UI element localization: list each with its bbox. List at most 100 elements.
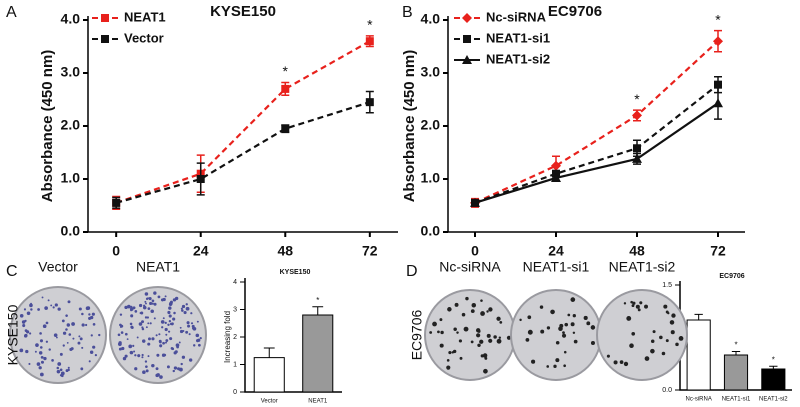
colony [166,365,170,369]
colony [124,354,128,358]
colony [128,344,133,349]
colony [78,335,81,338]
colony [117,342,122,347]
marker [463,35,471,43]
x-tick-label: NEAT1-si2 [759,397,788,403]
colony [447,307,452,312]
colony [429,331,433,334]
y-tick-label: 3.0 [61,64,81,80]
colony [47,299,50,302]
colony [550,309,555,315]
x-tick-label: 48 [629,243,645,259]
colony [122,356,127,361]
y-axis-label: Absorbance (450 nm) [401,50,418,203]
colony [141,326,144,329]
y-tick-label: 1 [233,361,237,368]
bar [761,368,786,391]
colony [165,333,168,336]
colony [176,345,179,349]
colony [130,325,134,329]
marker [365,98,374,107]
panel-label: C [6,263,18,280]
colony [168,330,171,333]
colony [23,308,27,311]
colony [570,322,575,327]
x-tick-label: 0 [471,243,479,259]
colony [151,299,155,303]
colony [147,355,150,358]
x-tick-label: Vector [261,399,278,405]
colony [570,297,576,302]
colony [25,349,29,354]
bar [723,354,749,391]
y-tick-label: 4 [233,279,237,286]
plate-label: NEAT1-si1 [523,259,590,275]
colony [172,369,176,373]
colony [632,301,636,305]
colony [41,296,44,299]
colony [180,362,183,366]
colony [56,336,58,339]
x-tick-label: 72 [710,243,726,259]
colony [120,331,124,334]
colony [180,307,183,310]
y-tick-label: 0.0 [662,387,672,394]
colony [145,365,148,368]
colony [477,343,481,348]
colony [81,346,84,349]
colony [70,347,74,351]
colony [81,312,84,316]
colony [35,343,39,347]
colony [506,335,512,340]
colony [483,368,488,374]
colony [439,318,443,322]
colony [190,322,194,325]
colony [61,319,65,323]
colony [42,324,47,329]
colony [156,353,160,357]
colony [590,341,595,346]
colony [141,353,144,357]
colony [90,315,94,320]
colony [185,303,188,306]
marker [196,175,205,183]
y-tick-label: 1.0 [61,170,81,186]
colony [119,325,123,328]
colony [147,342,151,346]
colony [48,348,51,351]
colony [57,307,61,311]
colony [51,359,54,362]
colony [546,326,551,330]
legend-label: NEAT1-si2 [486,51,550,66]
marker [365,37,374,46]
error-bar [694,313,703,320]
panel-label: D [406,263,418,280]
colony [79,337,83,341]
colony [623,361,629,367]
colony [29,303,33,308]
colony [161,326,164,329]
colony [151,363,155,368]
colony [174,350,178,354]
colony [147,322,150,325]
colony [34,350,37,353]
colony [129,322,133,326]
colony [635,304,640,309]
colony [92,323,96,326]
colony [555,340,560,345]
colony [56,366,60,370]
y-tick-label: 2.0 [61,117,81,133]
colony [126,338,129,341]
colony [480,299,483,302]
colony [92,345,96,349]
marker [551,172,561,182]
colony [29,332,32,335]
error-bar [731,351,741,355]
colony [446,365,451,370]
colony [94,354,98,357]
y-axis-label: Absorbance (450 nm) [39,50,56,203]
colony [145,302,147,305]
legend-label: NEAT1 [124,9,166,24]
colony [50,304,53,307]
colony [98,333,101,337]
